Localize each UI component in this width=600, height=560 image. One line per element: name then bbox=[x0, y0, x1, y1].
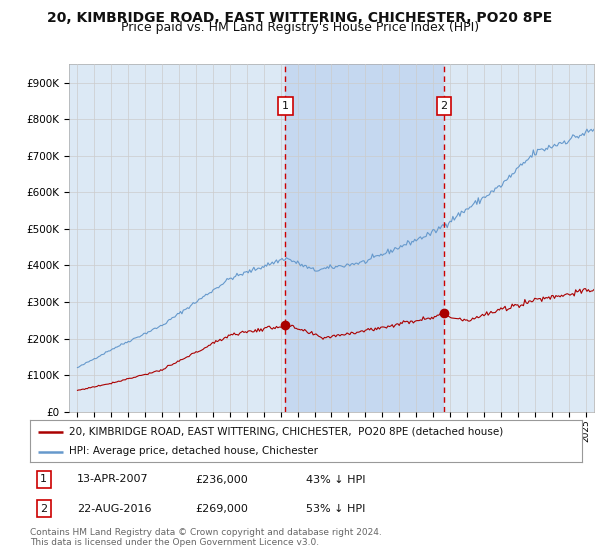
Text: 1: 1 bbox=[282, 101, 289, 111]
Bar bbox=[286, 64, 444, 412]
Text: 1: 1 bbox=[40, 474, 47, 484]
Text: 20, KIMBRIDGE ROAD, EAST WITTERING, CHICHESTER, PO20 8PE: 20, KIMBRIDGE ROAD, EAST WITTERING, CHIC… bbox=[47, 11, 553, 25]
Text: 20, KIMBRIDGE ROAD, EAST WITTERING, CHICHESTER,  PO20 8PE (detached house): 20, KIMBRIDGE ROAD, EAST WITTERING, CHIC… bbox=[68, 427, 503, 437]
Text: 13-APR-2007: 13-APR-2007 bbox=[77, 474, 149, 484]
Text: £236,000: £236,000 bbox=[196, 474, 248, 484]
Text: 2: 2 bbox=[40, 504, 47, 514]
Text: 22-AUG-2016: 22-AUG-2016 bbox=[77, 504, 151, 514]
Text: £269,000: £269,000 bbox=[196, 504, 248, 514]
Text: HPI: Average price, detached house, Chichester: HPI: Average price, detached house, Chic… bbox=[68, 446, 317, 456]
Text: 2: 2 bbox=[440, 101, 448, 111]
Text: Contains HM Land Registry data © Crown copyright and database right 2024.
This d: Contains HM Land Registry data © Crown c… bbox=[30, 528, 382, 547]
Text: 53% ↓ HPI: 53% ↓ HPI bbox=[306, 504, 365, 514]
Text: 43% ↓ HPI: 43% ↓ HPI bbox=[306, 474, 365, 484]
Text: Price paid vs. HM Land Registry's House Price Index (HPI): Price paid vs. HM Land Registry's House … bbox=[121, 21, 479, 34]
